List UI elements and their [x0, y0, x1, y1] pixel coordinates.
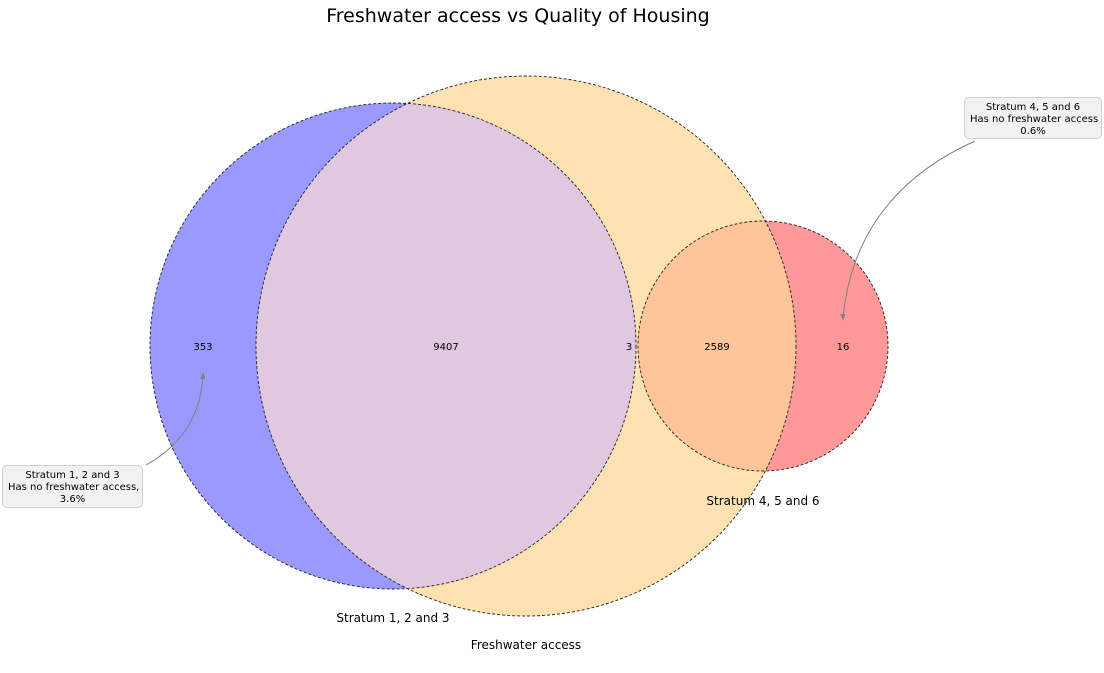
label-freshwater: Freshwater access	[471, 638, 581, 652]
left-annotation-line2: Has no freshwater access,	[8, 482, 140, 493]
label-stratum-123: Stratum 1, 2 and 3	[336, 611, 449, 625]
left-annotation-line1: Stratum 1, 2 and 3	[25, 470, 120, 481]
count-stratum456-only: 16	[837, 342, 850, 353]
right-annotation-box: Stratum 4, 5 and 6 Has no freshwater acc…	[964, 97, 1102, 139]
left-annotation-line3: 3.6%	[59, 494, 86, 505]
right-arrowhead	[840, 314, 846, 321]
right-annotation-line2: Has no freshwater access	[970, 114, 1099, 125]
stratum-123-outline	[149, 102, 637, 590]
count-stratum123-freshwater: 9407	[433, 342, 458, 353]
right-annotation-line3: 0.6%	[1020, 126, 1046, 137]
count-stratum123-only: 353	[193, 342, 212, 353]
right-annotation-arrow	[842, 140, 976, 319]
overlap-freshwater-stratum456	[638, 221, 796, 471]
right-annotation-line1: Stratum 4, 5 and 6	[985, 102, 1081, 113]
count-freshwater-only: 3	[626, 342, 632, 353]
count-freshwater-stratum456: 2589	[704, 342, 729, 353]
label-stratum-456: Stratum 4, 5 and 6	[706, 494, 819, 508]
freshwater-outline	[255, 75, 797, 617]
left-arrowhead	[200, 372, 206, 379]
chart-title: Freshwater access vs Quality of Housing	[326, 5, 710, 27]
left-annotation-box: Stratum 1, 2 and 3 Has no freshwater acc…	[2, 465, 143, 508]
left-annotation-arrow	[145, 374, 204, 466]
stratum-456-outline	[637, 220, 889, 472]
